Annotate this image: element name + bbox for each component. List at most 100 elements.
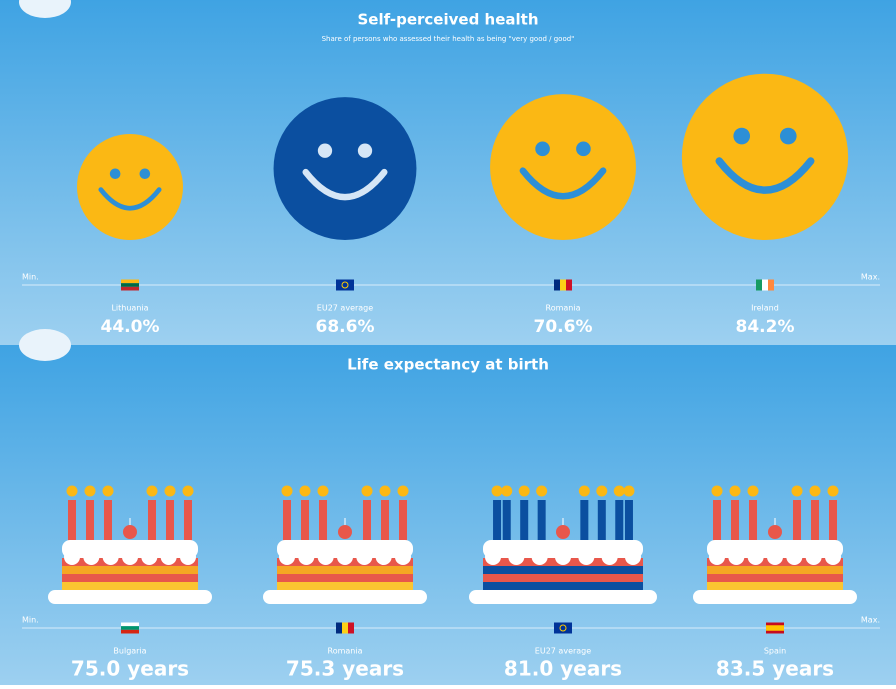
flame	[67, 486, 78, 497]
flame	[85, 486, 96, 497]
candle	[811, 500, 819, 545]
item-value: 84.2%	[736, 317, 795, 337]
item-name: Lithuania	[111, 304, 148, 313]
candle	[829, 500, 837, 545]
frosting-drop	[161, 549, 177, 565]
plate	[263, 590, 427, 604]
item-name: Romania	[546, 304, 581, 313]
item-value: 68.6%	[316, 317, 375, 337]
frosting-drop	[337, 549, 353, 565]
flag-stripe	[566, 280, 572, 291]
cake-layer	[707, 574, 843, 582]
smiley-eye	[576, 142, 591, 157]
cake-layer	[62, 566, 198, 574]
flag-stripe	[762, 280, 768, 291]
smiley-face	[490, 94, 636, 240]
flame	[282, 486, 293, 497]
plate	[469, 590, 657, 604]
item-name: Spain	[764, 647, 786, 656]
panel-title: Self-perceived health	[358, 11, 539, 29]
flag-field	[554, 623, 572, 634]
frosting-drop	[728, 549, 744, 565]
candle	[580, 500, 588, 545]
candle	[520, 500, 528, 545]
cherry	[768, 525, 782, 539]
flame	[318, 486, 329, 497]
smiley-eye	[358, 144, 372, 158]
flag-stripe	[121, 626, 139, 630]
flag	[554, 280, 572, 291]
flame	[730, 486, 741, 497]
flag-stripe	[121, 283, 139, 287]
cake-layer	[483, 582, 643, 590]
flag-field	[336, 280, 354, 291]
item-name: Bulgaria	[113, 647, 146, 656]
candle	[184, 500, 192, 545]
flag	[554, 623, 572, 634]
cake-layer	[277, 582, 413, 590]
cake-layer	[483, 566, 643, 574]
frosting-drop	[376, 549, 392, 565]
frosting-drop	[356, 549, 372, 565]
candle	[104, 500, 112, 545]
flame	[536, 486, 547, 497]
flame	[165, 486, 176, 497]
flame	[596, 486, 607, 497]
smiley	[490, 94, 636, 240]
frosting-drop	[748, 549, 764, 565]
flame	[147, 486, 158, 497]
flame	[792, 486, 803, 497]
smiley	[274, 97, 417, 240]
item-name: Ireland	[751, 304, 779, 313]
frosting-drop	[578, 549, 594, 565]
item-name: EU27 average	[535, 647, 591, 656]
frosting-drop	[602, 549, 618, 565]
flag-stripe	[342, 623, 348, 634]
smiley-eye	[780, 128, 797, 145]
candle	[598, 500, 606, 545]
item-name: Romania	[328, 647, 363, 656]
flame	[183, 486, 194, 497]
flag-stripe	[348, 623, 354, 634]
candle	[625, 500, 633, 545]
flag-stripe	[121, 630, 139, 634]
min-label: Min.	[22, 273, 39, 282]
candle	[301, 500, 309, 545]
panel-title: Life expectancy at birth	[347, 356, 549, 374]
flame	[810, 486, 821, 497]
min-label: Min.	[22, 616, 39, 625]
cake-layer	[277, 574, 413, 582]
item-name: EU27 average	[317, 304, 373, 313]
frosting-drop	[103, 549, 119, 565]
item-value: 44.0%	[101, 317, 160, 337]
flame	[519, 486, 530, 497]
cherry	[338, 525, 352, 539]
candle	[503, 500, 511, 545]
candle	[363, 500, 371, 545]
smiley-face	[682, 74, 848, 240]
corner-icon	[19, 329, 71, 361]
cake-layer	[62, 574, 198, 582]
candle	[68, 500, 76, 545]
smiley-eye	[318, 144, 332, 158]
flame	[398, 486, 409, 497]
frosting-drop	[555, 549, 571, 565]
cherry	[556, 525, 570, 539]
max-label: Max.	[861, 616, 880, 625]
candle	[793, 500, 801, 545]
item-value: 83.5 years	[716, 657, 834, 681]
flame	[300, 486, 311, 497]
frosting-drop	[625, 549, 641, 565]
candle	[538, 500, 546, 545]
flame	[712, 486, 723, 497]
frosting-drop	[141, 549, 157, 565]
frosting-drop	[180, 549, 196, 565]
frosting-drop	[298, 549, 314, 565]
flag-stripe	[121, 287, 139, 291]
frosting-drop	[64, 549, 80, 565]
smiley	[682, 74, 848, 240]
candle	[283, 500, 291, 545]
cake-layer	[707, 582, 843, 590]
flame	[501, 486, 512, 497]
candle	[399, 500, 407, 545]
